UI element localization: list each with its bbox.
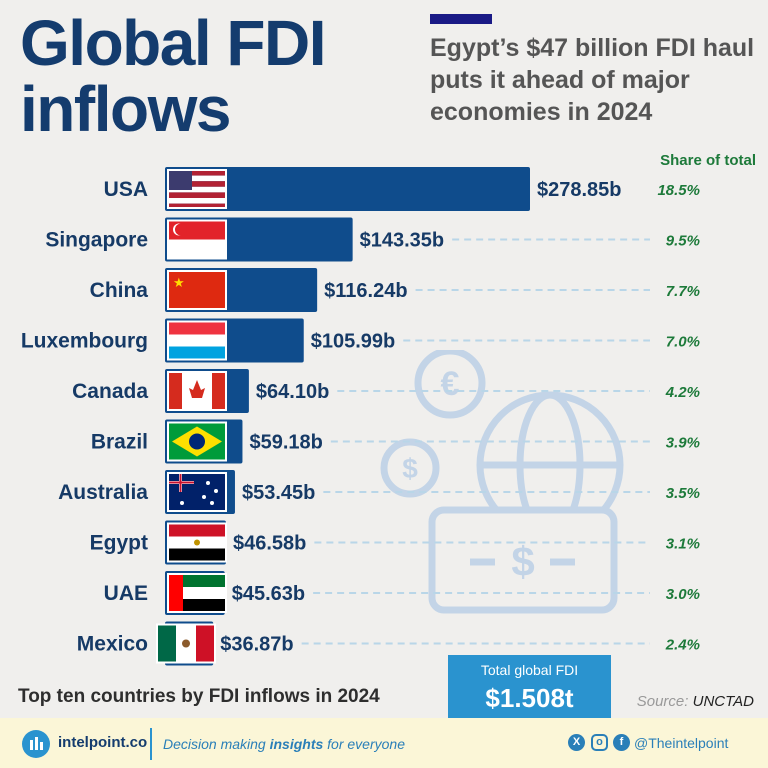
tagline-bold: insights: [269, 736, 324, 752]
brazil-flag-icon: [168, 422, 226, 461]
footer-bar: intelpoint.co Decision making insights f…: [0, 718, 768, 768]
value-label: $59.18b: [249, 432, 322, 454]
usa-flag-icon: [168, 170, 226, 208]
source-value: UNCTAD: [692, 693, 754, 710]
chart-caption: Top ten countries by FDI inflows in 2024: [18, 686, 380, 707]
share-label: 3.1%: [666, 536, 700, 553]
category-label: Mexico: [77, 633, 148, 656]
dollar-coin-icon: [380, 438, 440, 498]
egypt-flag-icon: [168, 523, 226, 562]
euro-coin-icon: [414, 350, 486, 419]
tagline: Decision making insights for everyone: [163, 736, 405, 752]
share-label: 2.4%: [665, 637, 700, 654]
share-label: 3.9%: [666, 435, 700, 452]
mexico-flag-icon: [157, 624, 215, 663]
finance-illustration: € $ $: [380, 350, 624, 614]
total-value: $1.508t: [485, 683, 574, 713]
x-icon[interactable]: X: [568, 734, 585, 751]
source-note: Source: UNCTAD: [637, 693, 754, 710]
value-label: $45.63b: [232, 583, 305, 605]
share-label: 3.5%: [666, 485, 700, 502]
total-global-fdi-box: Total global FDI $1.508t: [448, 655, 611, 718]
facebook-icon[interactable]: f: [613, 734, 630, 751]
category-label: Egypt: [90, 532, 148, 555]
singapore-flag-icon: [168, 220, 226, 259]
value-label: $278.85b: [537, 179, 622, 201]
value-label: $105.99b: [311, 331, 396, 353]
instagram-icon[interactable]: o: [591, 734, 608, 751]
china-flag-icon: ★: [168, 271, 226, 309]
value-label: $143.35b: [360, 230, 445, 252]
value-label: $53.45b: [242, 482, 315, 504]
share-column-header: Share of total: [660, 152, 756, 169]
fdi-bar-chart: USA $278.85b 18.5% Singapore $143.35b 9.5% Chi…: [21, 167, 700, 666]
banknote-icon: [428, 506, 618, 614]
australia-flag-icon: [168, 473, 226, 511]
accent-bar: [430, 14, 492, 24]
total-label: Total global FDI: [480, 662, 579, 678]
footer-divider: [150, 728, 152, 760]
svg-text:★: ★: [173, 275, 185, 290]
main-title: Global FDI inflows: [20, 7, 327, 145]
canada-flag-icon: [168, 372, 226, 410]
bar: [165, 167, 530, 211]
category-label: Australia: [58, 481, 148, 504]
share-label: 3.0%: [666, 586, 700, 603]
source-label: Source:: [636, 693, 689, 710]
share-label: 9.5%: [666, 233, 700, 250]
svg-text:€: €: [441, 365, 460, 403]
share-label: 7.7%: [666, 283, 700, 300]
value-label: $46.58b: [233, 533, 306, 555]
value-label: $36.87b: [220, 634, 293, 656]
svg-text:$: $: [511, 538, 534, 585]
category-label: USA: [104, 178, 148, 201]
brand-link[interactable]: intelpoint.co: [58, 734, 148, 751]
value-label: $116.24b: [324, 280, 407, 302]
luxembourg-flag-icon: [168, 321, 226, 360]
value-label: $64.10b: [256, 381, 329, 403]
share-label: 7.0%: [666, 334, 700, 351]
svg-text:$: $: [402, 453, 418, 484]
category-label: Canada: [72, 380, 148, 403]
category-label: Brazil: [91, 431, 148, 454]
share-label: 18.5%: [657, 182, 700, 199]
share-label: 4.2%: [665, 384, 700, 401]
category-label: Luxembourg: [21, 330, 148, 353]
subtitle: Egypt’s $47 billion FDI haul puts it ahe…: [430, 34, 755, 126]
tagline-after: for everyone: [323, 736, 405, 752]
category-label: UAE: [104, 582, 148, 605]
intelpoint-logo-icon[interactable]: [22, 730, 50, 758]
category-label: Singapore: [45, 229, 148, 252]
social-handle[interactable]: @Theintelpoint: [634, 735, 729, 751]
uae-flag-icon: [168, 574, 226, 612]
category-label: China: [90, 279, 149, 302]
tagline-before: Decision making: [163, 736, 270, 752]
